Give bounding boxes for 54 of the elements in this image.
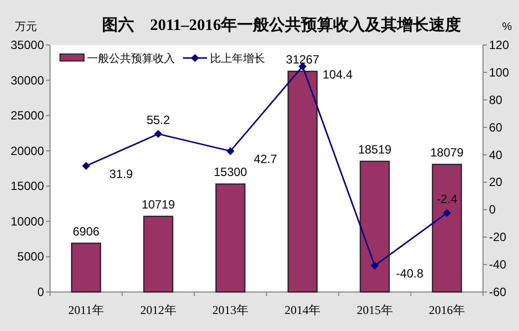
- y2-tick-label: 100: [489, 65, 510, 80]
- x-tick-label: 2015年: [356, 303, 393, 317]
- bar: [288, 70, 318, 293]
- y-tick-label: 10000: [10, 214, 44, 228]
- legend-比上年增长: 比上年增长: [183, 53, 265, 65]
- chart-title: 图六 2011–2016年一般公共预算收入及其增长速度: [102, 15, 462, 34]
- point: [442, 208, 451, 217]
- x-tick-label: 2013年: [212, 303, 248, 317]
- y2-tick-label: -40: [489, 258, 507, 272]
- x-tick-label: 2012年: [140, 303, 176, 317]
- data-label: 18079: [430, 145, 464, 160]
- y2-tick-label: 40: [489, 148, 503, 162]
- y2-tick-label: 20: [489, 175, 503, 190]
- point: [226, 147, 234, 156]
- y-tick-label: 35000: [10, 38, 44, 52]
- y-tick-label: 5000: [17, 250, 44, 264]
- y2-tick-label: 0: [489, 202, 496, 217]
- data-label: 18519: [358, 142, 392, 156]
- bar: [432, 164, 462, 293]
- bar: [215, 183, 246, 293]
- y-axis-title: 万元: [15, 21, 37, 33]
- y2-tick-label: 80: [489, 92, 503, 107]
- y2-axis-title: %: [502, 21, 512, 33]
- bar: [143, 216, 174, 293]
- point: [82, 162, 90, 170]
- legend-一般公共预算收入: 一般公共预算收入: [60, 53, 175, 65]
- data-label: 10719: [142, 197, 176, 212]
- y-tick-label: 0: [37, 285, 44, 299]
- data-label: 15300: [214, 165, 248, 180]
- y-tick-label: 30000: [10, 73, 44, 88]
- data-label: 6906: [72, 224, 100, 238]
- data-label: -40.8: [396, 266, 424, 281]
- y2-tick-label: 120: [489, 38, 510, 52]
- bar: [71, 242, 102, 293]
- legend-label: 一般公共预算收入: [87, 52, 175, 65]
- y-tick-label: 25000: [10, 108, 44, 123]
- data-label: -2.4: [436, 192, 458, 206]
- bar: [360, 160, 390, 293]
- y2-tick-label: -60: [489, 285, 507, 299]
- point: [154, 130, 162, 138]
- y-tick-label: 15000: [10, 179, 44, 194]
- x-tick-label: 2014年: [284, 303, 321, 317]
- y-tick-label: 20000: [10, 144, 44, 158]
- data-label: 104.4: [322, 67, 353, 82]
- x-tick-label: 2011年: [68, 303, 104, 317]
- legend-label: 比上年增长: [210, 52, 265, 65]
- x-tick-label: 2016年: [428, 303, 465, 317]
- data-label: 42.7: [254, 152, 278, 166]
- data-label: 31267: [286, 52, 320, 66]
- data-label: 31.9: [109, 166, 134, 181]
- data-label: 55.2: [146, 112, 170, 127]
- point: [370, 262, 379, 270]
- y2-tick-label: 60: [489, 120, 503, 134]
- y2-tick-label: -20: [489, 230, 507, 244]
